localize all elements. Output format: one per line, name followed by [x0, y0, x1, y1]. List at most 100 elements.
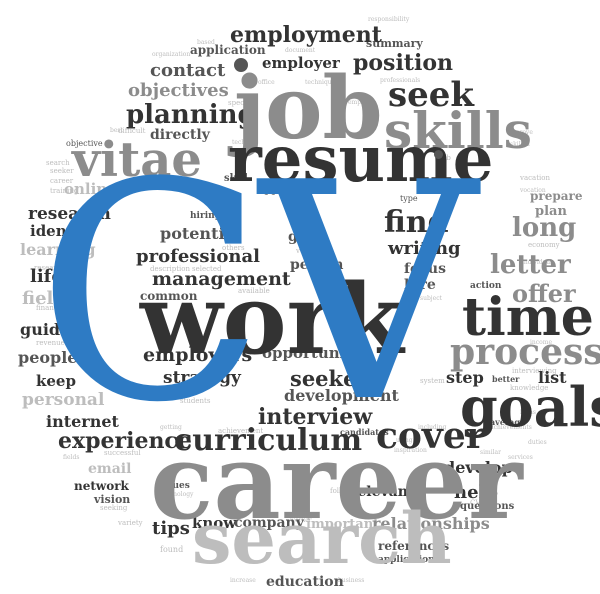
- word-seekers: seekers: [290, 366, 380, 391]
- word-income: income: [530, 339, 552, 346]
- word-people: people: [18, 348, 78, 367]
- word-responsibility: responsibility: [368, 16, 410, 23]
- word-type: type: [400, 194, 418, 203]
- word-tips: tips: [152, 518, 190, 539]
- word-active: active: [290, 217, 320, 227]
- word-subject: subject: [420, 295, 442, 302]
- word-objectives: objectives: [128, 80, 229, 101]
- word-common: common: [140, 289, 198, 303]
- word-objective: objective: [66, 139, 103, 148]
- word-seek: seek: [388, 75, 474, 115]
- word-relationships: relationships: [372, 514, 490, 533]
- word-long: long: [512, 213, 577, 243]
- word-relevant: relevant: [350, 484, 415, 500]
- word-offer: offer: [512, 279, 576, 308]
- word-services: services: [508, 454, 533, 461]
- word-similar: similar: [480, 449, 501, 456]
- word-focus: focus: [404, 261, 446, 277]
- word-revenue: revenue: [36, 339, 65, 347]
- word-cv: CV: [36, 119, 476, 468]
- word-employ: employ: [348, 99, 371, 106]
- word-directly: directly: [150, 127, 210, 143]
- word-vision: vision: [94, 493, 131, 506]
- word-process: process: [450, 331, 600, 373]
- word-based: based: [197, 39, 215, 46]
- word-career: career: [150, 420, 523, 543]
- dot-decoration: [234, 58, 248, 72]
- word-prepare: prepare: [530, 189, 583, 203]
- word-variety: variety: [118, 519, 143, 527]
- word-better: better: [492, 374, 520, 384]
- word-skilled: skilled: [510, 141, 530, 148]
- word-vacation: vacation: [520, 174, 550, 182]
- word-company: company: [234, 515, 304, 531]
- word-candidates: candidates: [340, 427, 389, 437]
- word-economy: economy: [528, 241, 560, 249]
- word-document: document: [285, 47, 316, 54]
- word-planning: planning: [126, 100, 256, 130]
- word-writing: writing: [388, 238, 461, 259]
- word-tech: tech: [232, 139, 246, 146]
- word-employer: employer: [262, 54, 340, 72]
- word-cover: cover: [376, 415, 485, 457]
- word-hire: hire: [404, 277, 436, 293]
- word-financial: financial: [36, 304, 67, 312]
- word-interview: interview: [258, 404, 373, 430]
- word-keep: keep: [36, 372, 76, 390]
- word-ideas: ideas: [520, 409, 536, 416]
- word-job: job: [234, 58, 383, 159]
- word-inspiration: inspiration: [394, 447, 427, 454]
- word-questions: questions: [460, 501, 515, 512]
- word-using: using: [396, 437, 413, 444]
- word-others: others: [222, 244, 245, 252]
- word-average: average: [490, 417, 526, 427]
- word-available: available: [238, 287, 270, 295]
- word-guide: guide: [20, 320, 71, 339]
- word-technology: technology: [160, 491, 194, 498]
- dot-decoration: [434, 150, 443, 159]
- word-plan: plan: [535, 204, 567, 219]
- word-contact: contact: [150, 60, 226, 81]
- word-application: application: [190, 43, 266, 57]
- word-research: research: [28, 204, 111, 224]
- word-field: field: [22, 288, 66, 309]
- word-including: including: [418, 424, 447, 431]
- word-email: email: [88, 461, 132, 477]
- word-knowledge: knowledge: [510, 384, 549, 392]
- word-cv-small: CV: [470, 499, 481, 507]
- word-letter: letter: [490, 250, 571, 280]
- word-resume: resume: [228, 122, 494, 197]
- word-curriculum: curriculum: [174, 423, 363, 458]
- word-difficult: difficult: [118, 127, 146, 135]
- word-help: help: [454, 482, 498, 503]
- word-description: description: [150, 265, 190, 273]
- word-business: business: [338, 577, 365, 584]
- word-search: search: [192, 497, 452, 580]
- word-learning: learning: [20, 240, 96, 259]
- word-achievements: achievements: [490, 424, 532, 431]
- word-potential: potential: [160, 224, 241, 243]
- word-education: education: [266, 574, 344, 590]
- word-hiring: hiring: [190, 211, 221, 221]
- word-interviewing: interviewing: [512, 367, 557, 375]
- word-worker: worker: [290, 517, 312, 524]
- word-know: know: [192, 514, 237, 532]
- word-skill: skill: [224, 173, 248, 184]
- word-seeker: seeker: [50, 167, 74, 175]
- word-summary: summary: [366, 37, 423, 50]
- word-getting: getting: [160, 424, 182, 431]
- word-time: time: [462, 287, 594, 348]
- word-professional: professional: [136, 246, 260, 267]
- word-important: important: [306, 517, 380, 532]
- word-best: best: [110, 127, 123, 134]
- word-action: action: [470, 281, 502, 291]
- word-network: network: [74, 479, 129, 493]
- word-job-small: job: [440, 154, 451, 162]
- word-position: position: [353, 50, 453, 76]
- word-selected: selected: [192, 265, 222, 273]
- word-increase: increase: [230, 577, 256, 584]
- word-vocation: vocation: [520, 187, 546, 194]
- word-organization: organization: [152, 51, 191, 58]
- word-seeking: seeking: [100, 504, 128, 512]
